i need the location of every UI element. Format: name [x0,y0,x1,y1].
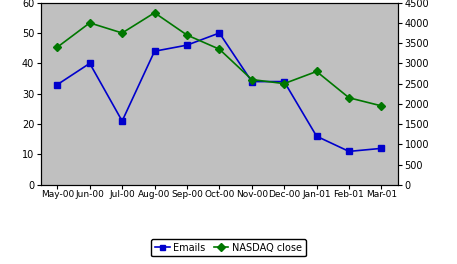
Emails [152,50,157,53]
NASDAQ close [379,104,384,107]
NASDAQ close [346,96,352,99]
Emails [87,62,92,65]
NASDAQ close [282,82,287,85]
Emails [184,44,190,47]
Emails [217,31,222,35]
NASDAQ close [87,21,92,25]
Emails [346,150,352,153]
Line: Emails: Emails [54,30,384,154]
Emails [249,80,255,83]
Emails [282,80,287,83]
NASDAQ close [314,70,319,73]
Legend: Emails, NASDAQ close: Emails, NASDAQ close [151,239,306,257]
Emails [314,135,319,138]
NASDAQ close [184,34,190,37]
NASDAQ close [119,31,125,35]
NASDAQ close [249,78,255,81]
NASDAQ close [54,46,60,49]
Emails [54,83,60,86]
NASDAQ close [152,11,157,14]
Line: NASDAQ close: NASDAQ close [54,10,384,109]
NASDAQ close [217,48,222,51]
Emails [379,147,384,150]
Emails [119,119,125,122]
